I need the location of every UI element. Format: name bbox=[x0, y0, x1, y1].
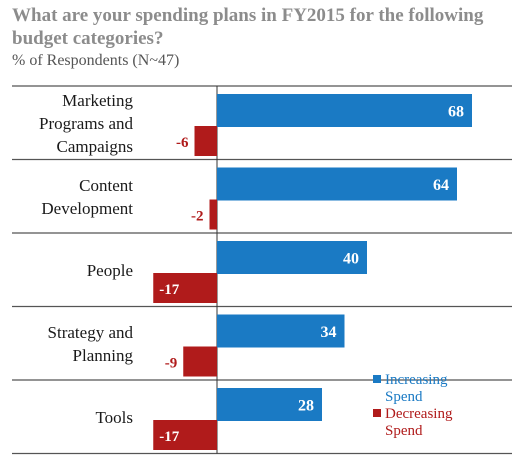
data-label-increasing: 68 bbox=[448, 104, 464, 121]
chart-title: What are your spending plans in FY2015 f… bbox=[12, 5, 484, 49]
legend-label-decreasing: Spend bbox=[385, 423, 423, 439]
legend-label-decreasing: Decreasing bbox=[385, 406, 453, 422]
data-label-decreasing: -6 bbox=[176, 135, 189, 151]
data-label-decreasing: -2 bbox=[191, 209, 204, 225]
legend-swatch-increasing bbox=[373, 375, 381, 383]
bar-increasing bbox=[217, 314, 345, 348]
bar-decreasing bbox=[194, 126, 217, 156]
category-label: Planning bbox=[73, 346, 134, 365]
data-label-decreasing: -9 bbox=[165, 356, 178, 372]
bar-decreasing bbox=[183, 346, 217, 377]
bar-decreasing bbox=[209, 199, 217, 230]
category-label: Marketing bbox=[62, 91, 133, 110]
category-label: People bbox=[87, 261, 133, 280]
chart-subtitle: % of Respondents (N~47) bbox=[12, 52, 180, 69]
data-label-increasing: 40 bbox=[343, 251, 359, 268]
bar-increasing bbox=[217, 388, 322, 421]
data-label-increasing: 28 bbox=[298, 398, 314, 415]
data-label-increasing: 64 bbox=[433, 177, 449, 194]
category-label: Programs and bbox=[39, 114, 133, 133]
category-label: Tools bbox=[95, 408, 133, 427]
data-label-decreasing: -17 bbox=[159, 282, 179, 298]
bar-increasing bbox=[217, 241, 367, 274]
bar-decreasing bbox=[153, 273, 217, 303]
bar-increasing bbox=[217, 94, 472, 127]
category-label: Content bbox=[79, 176, 133, 195]
category-label: Strategy and bbox=[48, 323, 134, 342]
bar-increasing bbox=[217, 167, 457, 201]
bar-decreasing bbox=[153, 420, 217, 450]
category-label: Development bbox=[41, 199, 133, 218]
legend-swatch-decreasing bbox=[373, 409, 381, 417]
data-label-decreasing: -17 bbox=[159, 429, 179, 445]
data-label-increasing: 34 bbox=[321, 324, 337, 341]
category-label: Campaigns bbox=[57, 137, 134, 156]
legend-label-increasing: Increasing bbox=[385, 372, 448, 388]
legend-label-increasing: Spend bbox=[385, 389, 423, 405]
